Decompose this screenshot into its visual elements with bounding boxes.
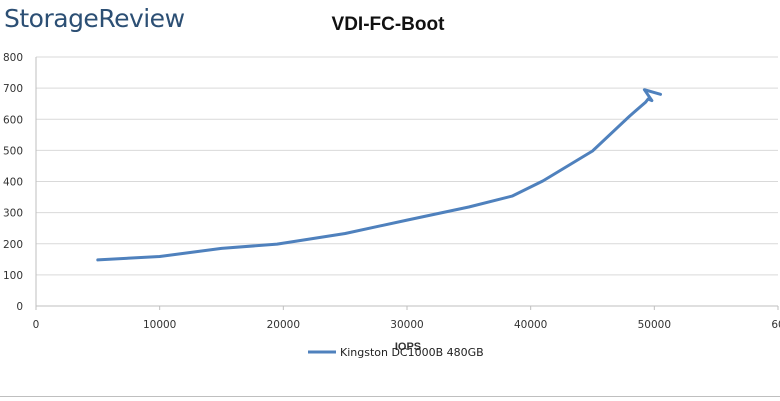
data-point (659, 93, 662, 96)
x-tick-label: 30000 (390, 319, 423, 331)
y-tick-label: 300 (3, 208, 23, 220)
x-tick-labels: 0 10000 20000 30000 40000 50000 60 (33, 306, 780, 331)
y-tick-label: 800 (3, 52, 23, 64)
data-point (220, 247, 223, 250)
y-tick-label: 400 (3, 177, 23, 189)
data-point (467, 205, 470, 209)
brand-logo: StorageReview (4, 4, 185, 33)
data-point (591, 149, 594, 153)
grid-lines (36, 56, 778, 276)
chart-title: VDI-FC-Boot (0, 14, 780, 36)
y-tick-labels: 0 100 200 300 400 500 600 700 800 (3, 52, 23, 313)
y-tick-label: 500 (3, 145, 23, 157)
x-axis-label: IOPS (395, 341, 421, 353)
y-tick-label: 600 (3, 114, 23, 126)
x-tick-label: 20000 (267, 319, 300, 331)
y-tick-label: 200 (3, 239, 23, 251)
legend-label: Kingston DC1000B 480GB (340, 346, 484, 359)
series-group (96, 88, 662, 262)
y-tick-label: 100 (3, 270, 23, 282)
chart-title-text: VDI-FC-Boot (331, 14, 445, 35)
legend: Kingston DC1000B 480GB (308, 346, 484, 359)
data-point (644, 100, 647, 104)
data-point (646, 97, 650, 101)
x-tick-label: 50000 (638, 319, 671, 331)
y-tick-label: 0 (16, 301, 23, 313)
data-point (405, 218, 409, 222)
data-point (510, 194, 514, 198)
x-tick-label: 0 (33, 319, 40, 331)
data-point (96, 258, 100, 262)
data-point (158, 255, 161, 258)
series-line (96, 88, 662, 262)
data-point (541, 179, 545, 183)
data-point (643, 88, 646, 91)
data-point (650, 99, 654, 102)
x-tick-label: 40000 (514, 319, 547, 331)
x-tick-label: 60 (771, 319, 780, 331)
data-point (275, 242, 279, 246)
bottom-divider (0, 396, 780, 397)
data-point (628, 114, 631, 118)
data-point (344, 232, 347, 235)
y-tick-label: 700 (3, 83, 23, 95)
x-tick-label: 10000 (143, 319, 176, 331)
